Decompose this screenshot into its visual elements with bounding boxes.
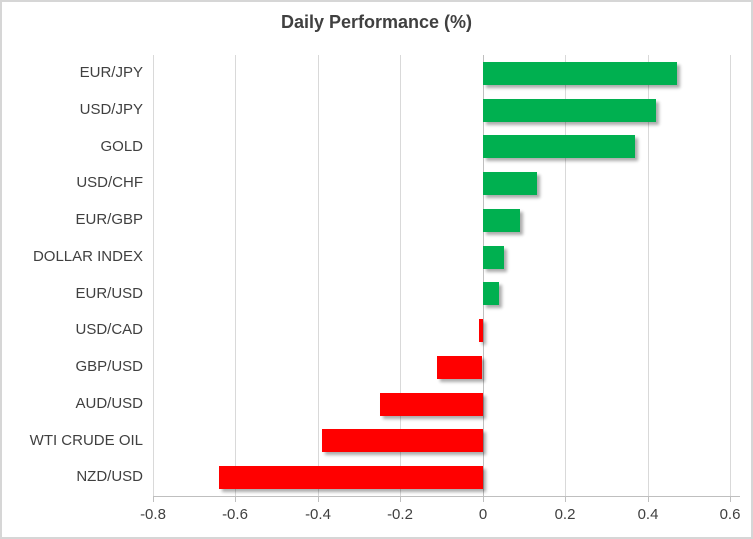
gridline (235, 55, 236, 496)
x-tick-label: -0.2 (387, 506, 413, 523)
axis-tick (565, 496, 566, 502)
bar-dollar-index (483, 246, 504, 269)
chart-title: Daily Performance (%) (280, 12, 473, 32)
bar-wti-crude-oil (322, 429, 483, 452)
axis-tick (483, 496, 484, 502)
x-axis-line (153, 496, 740, 497)
x-tick-label: 0.6 (719, 506, 741, 523)
category-label: NZD/USD (76, 468, 143, 485)
category-label: USD/CAD (75, 321, 143, 338)
gridline (730, 55, 731, 496)
bar-usd-chf (483, 172, 537, 195)
x-tick-label: -0.6 (222, 506, 248, 523)
gridline (153, 55, 154, 496)
bar-nzd-usd (219, 466, 483, 489)
bar-eur-gbp (483, 209, 520, 232)
x-tick-label: 0 (478, 506, 488, 523)
category-label: GBP/USD (75, 358, 143, 375)
axis-tick (648, 496, 649, 502)
gridline (318, 55, 319, 496)
gridline (648, 55, 649, 496)
axis-tick (318, 496, 319, 502)
gridline (565, 55, 566, 496)
gridline (400, 55, 401, 496)
axis-tick (235, 496, 236, 502)
x-tick-label: 0.2 (554, 506, 576, 523)
category-label: USD/JPY (79, 101, 143, 118)
bar-usd-cad (479, 319, 483, 342)
bar-eur-jpy (483, 62, 677, 85)
category-label: EUR/JPY (79, 64, 143, 81)
zero-axis-line (483, 55, 484, 496)
axis-tick (400, 496, 401, 502)
category-label: DOLLAR INDEX (32, 248, 143, 265)
x-tick-label: -0.8 (140, 506, 166, 523)
bar-usd-jpy (483, 99, 656, 122)
category-label: EUR/GBP (75, 211, 143, 228)
category-label: WTI CRUDE OIL (29, 432, 143, 449)
x-tick-label: 0.4 (637, 506, 659, 523)
bar-gbp-usd (437, 356, 482, 379)
bar-aud-usd (380, 393, 483, 416)
bar-eur-usd (483, 282, 499, 305)
axis-tick (730, 496, 731, 502)
category-label: AUD/USD (75, 395, 143, 412)
category-label: GOLD (100, 138, 143, 155)
category-label: EUR/USD (75, 285, 143, 302)
axis-tick (153, 496, 154, 502)
category-label: USD/CHF (76, 174, 143, 191)
x-tick-label: -0.4 (305, 506, 331, 523)
bar-gold (483, 135, 635, 158)
